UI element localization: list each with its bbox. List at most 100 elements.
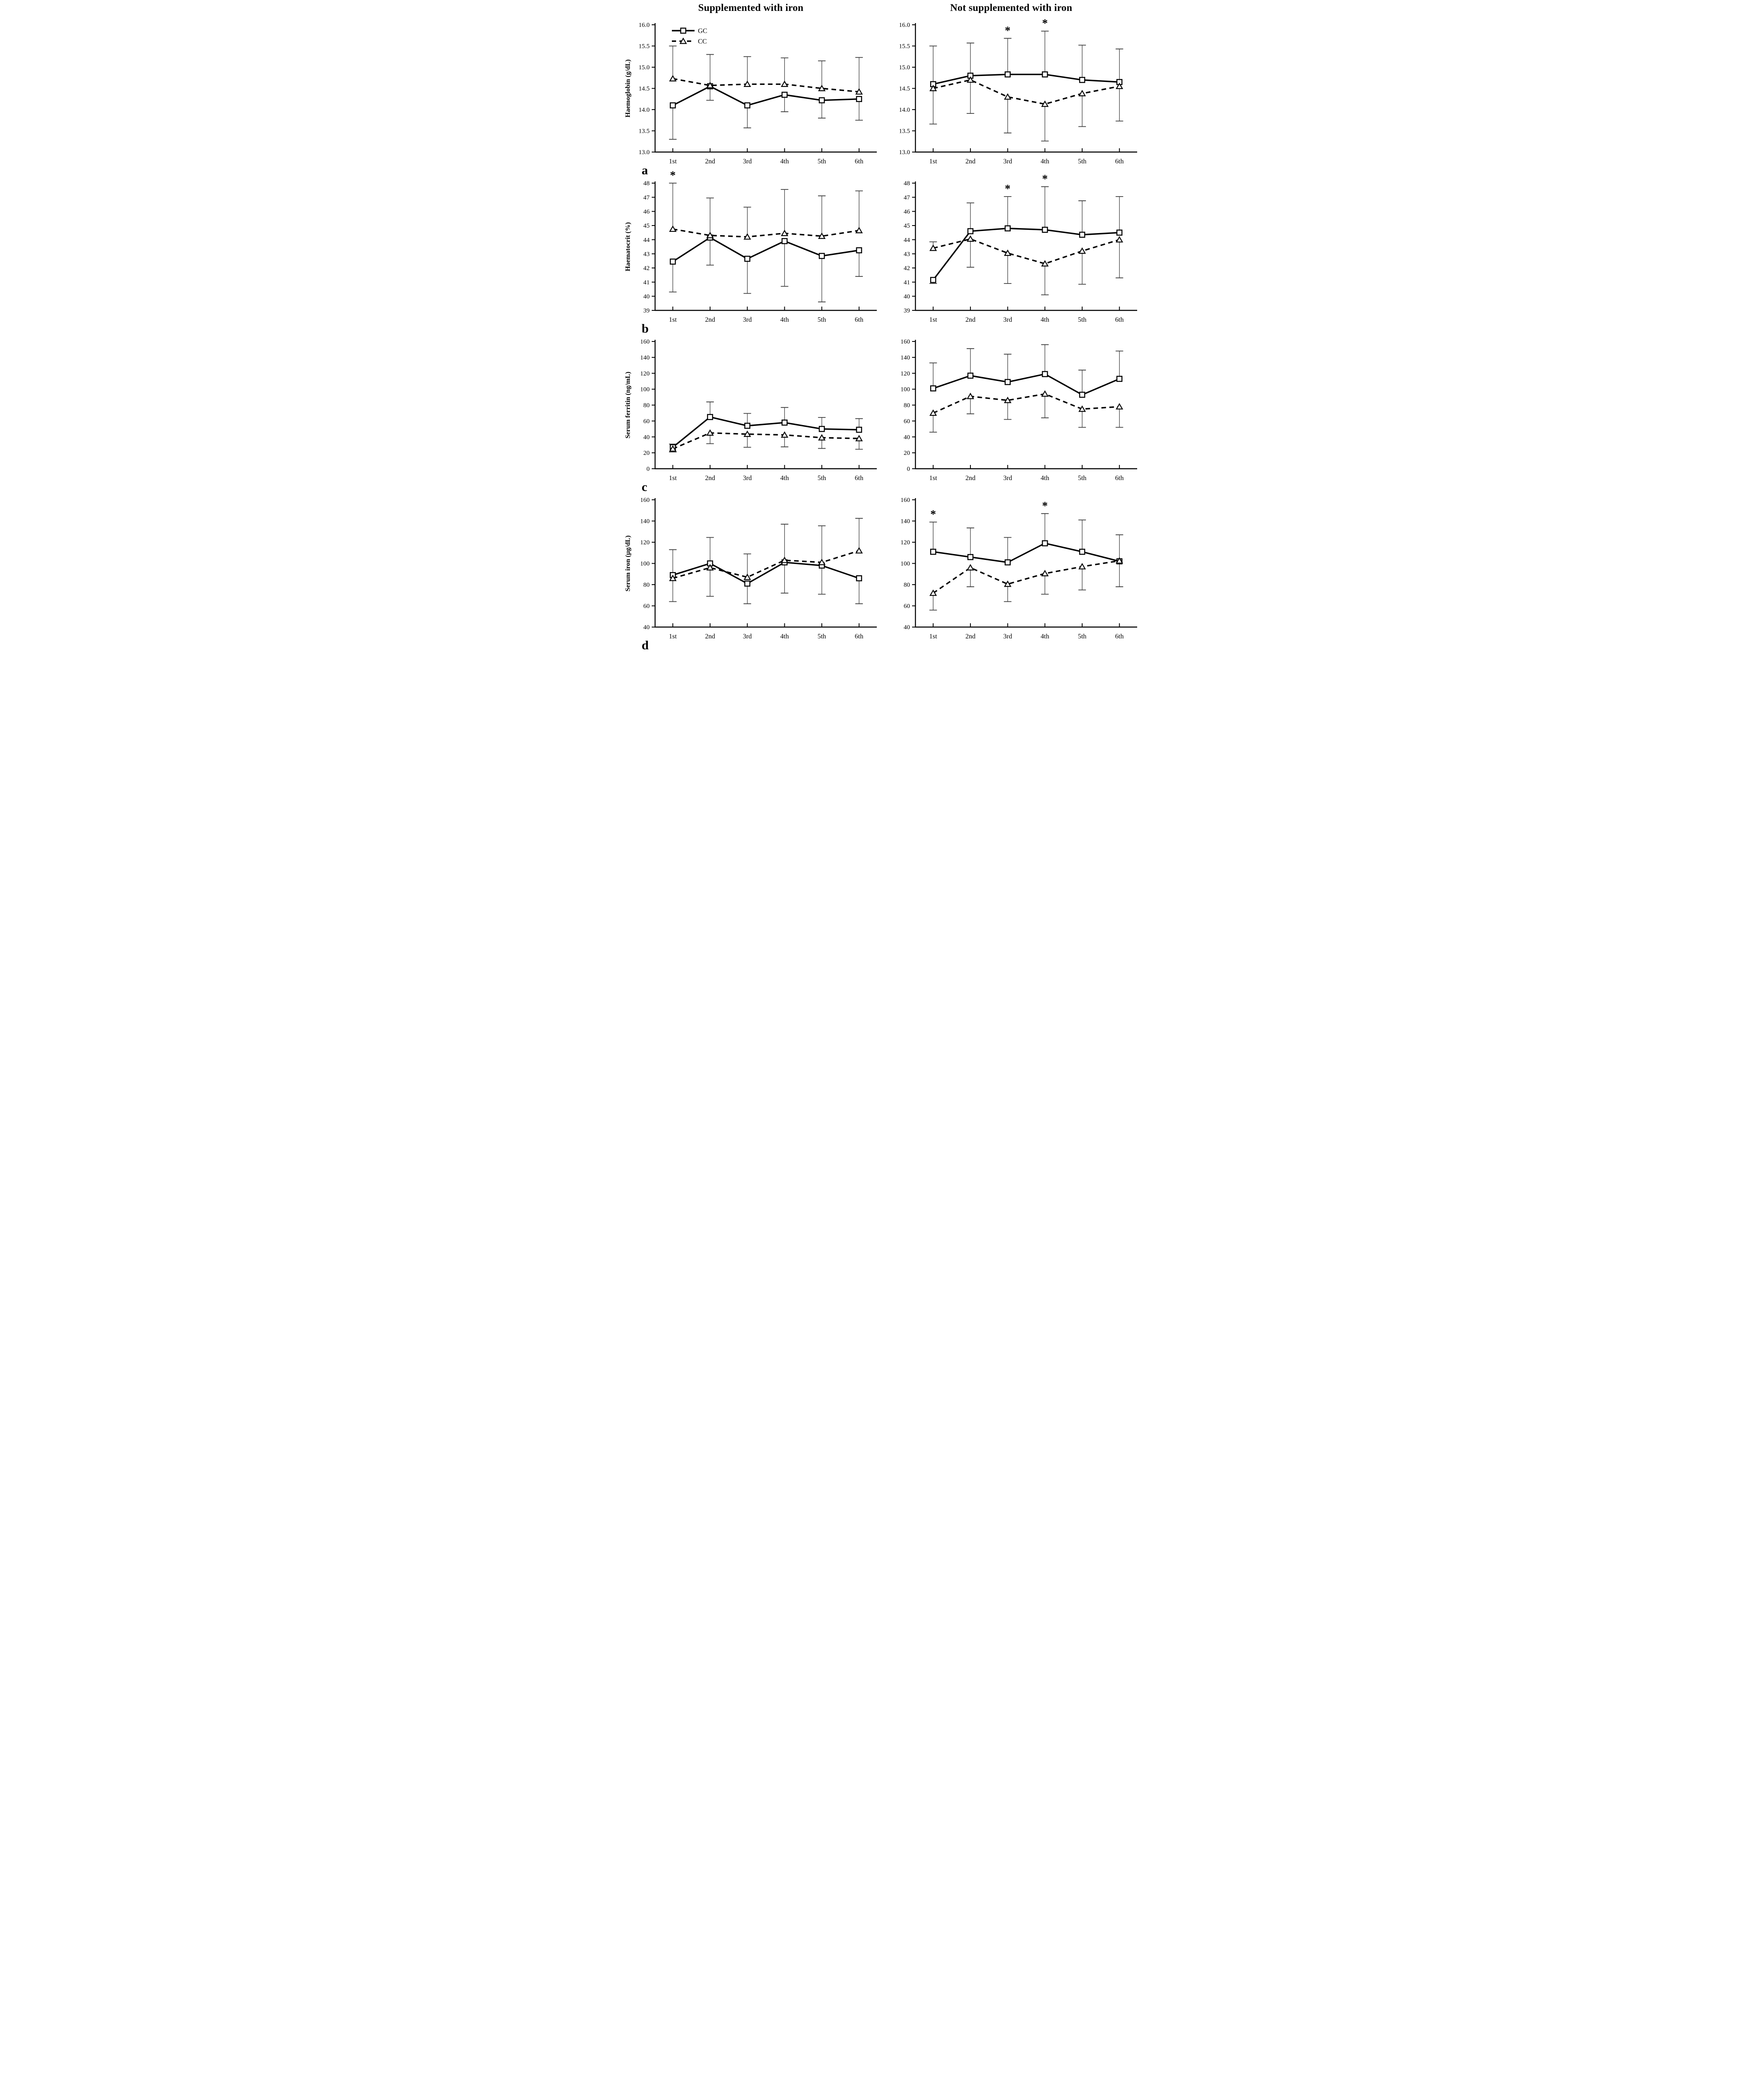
- y-tick-label: 60: [904, 603, 910, 610]
- x-tick-label: 6th: [855, 158, 863, 165]
- x-tick-label: 5th: [1078, 316, 1086, 323]
- x-tick-label: 1st: [669, 316, 677, 323]
- y-axis-label: Haematocrit (%): [624, 222, 632, 271]
- x-tick-label: 3rd: [1003, 158, 1012, 165]
- series-cc-line: [933, 79, 1120, 105]
- x-tick-label: 6th: [1115, 316, 1124, 323]
- x-tick-label: 6th: [1115, 158, 1124, 165]
- axes-spines: [915, 181, 1137, 311]
- y-tick-label: 48: [643, 180, 650, 187]
- series-gc-line: [672, 85, 859, 106]
- y-tick-label: 41: [904, 279, 910, 286]
- chart-haematocrit-supplemented: 39 40 41 42 43 44 45 46 47 48 1st 2nd 3rd 4th 5th 6th * H…: [621, 169, 881, 336]
- y-tick-label: 60: [904, 418, 910, 425]
- x-tick-label: 2nd: [705, 475, 715, 482]
- y-tick-label: 42: [643, 265, 650, 272]
- error-bars: [929, 344, 1123, 433]
- chart-serum-iron-not-supplemented: 40 60 80 100 120 140 160 1st 2nd 3rd 4th 5th 6th * *: [881, 493, 1141, 651]
- gc-square-marker: [1004, 225, 1011, 231]
- y-tick-label: 45: [904, 223, 910, 229]
- significance-star: *: [1005, 24, 1011, 37]
- y-tick-label: 120: [640, 370, 650, 377]
- gc-square-marker: [1004, 71, 1011, 78]
- panel-letter: b: [642, 322, 649, 336]
- cc-triangle-marker: [1078, 405, 1086, 412]
- error-bars: [669, 183, 863, 302]
- axes-spines: [654, 23, 877, 153]
- y-axis-label: Haemoglobin (g/dL): [624, 59, 632, 117]
- gc-square-marker: [1042, 371, 1048, 377]
- x-tick-label: 6th: [855, 475, 863, 482]
- error-bars: [669, 518, 863, 604]
- cc-triangle-marker: [929, 244, 937, 251]
- y-tick-label: 40: [904, 293, 910, 300]
- y-tick-label: 44: [904, 237, 910, 244]
- gc-square-marker: [1116, 229, 1122, 236]
- y-tick-label: 160: [640, 339, 650, 345]
- x-tick-label: 1st: [929, 316, 937, 323]
- cc-triangle-marker: [818, 434, 826, 441]
- series-cc-markers: [929, 390, 1123, 416]
- y-tick-label: 40: [643, 624, 650, 631]
- cc-triangle-marker: [855, 88, 863, 95]
- y-tick-label: 13.0: [639, 149, 650, 156]
- cc-triangle-marker: [818, 232, 826, 239]
- x-axis: 1st 2nd 3rd 4th 5th 6th: [669, 623, 863, 640]
- gc-square-marker: [1079, 549, 1086, 555]
- chart-haematocrit-not-supplemented: 39 40 41 42 43 44 45 46 47 48 1st 2nd 3rd 4th 5th 6th * *: [881, 172, 1141, 335]
- x-tick-label: 4th: [1041, 316, 1049, 323]
- y-tick-label: 60: [643, 418, 650, 425]
- gc-square-marker: [1079, 77, 1086, 83]
- x-tick-label: 3rd: [1003, 316, 1012, 323]
- cc-triangle-marker: [1115, 236, 1123, 243]
- series-gc-markers: [930, 371, 1122, 398]
- y-tick-label: 120: [901, 370, 910, 377]
- x-tick-label: 3rd: [743, 158, 752, 165]
- y-tick-label: 46: [643, 208, 650, 215]
- gc-square-marker: [744, 102, 750, 109]
- significance-star: *: [670, 169, 676, 181]
- y-tick-label: 140: [901, 354, 910, 361]
- series-cc-markers: [669, 225, 863, 240]
- column-title-not-supplemented: Not supplemented with iron: [950, 3, 1072, 13]
- y-tick-label: 16.0: [639, 22, 650, 29]
- y-tick-label: 80: [904, 582, 910, 588]
- gc-square-marker: [967, 554, 974, 560]
- gc-square-marker: [818, 253, 825, 259]
- significance-star: *: [930, 508, 936, 520]
- x-tick-label: 3rd: [1003, 475, 1012, 482]
- panel-letter: a: [642, 163, 648, 177]
- x-tick-label: 2nd: [965, 316, 975, 323]
- cc-triangle-marker: [1078, 89, 1086, 97]
- y-tick-label: 80: [904, 402, 910, 409]
- gc-square-marker: [856, 247, 862, 254]
- series-cc-markers: [669, 75, 863, 95]
- y-tick-label: 40: [643, 293, 650, 300]
- cc-triangle-marker: [1115, 403, 1123, 410]
- cc-triangle-marker: [743, 233, 751, 240]
- cc-triangle-marker: [967, 235, 974, 242]
- cc-triangle-marker: [781, 229, 789, 236]
- x-tick-label: 4th: [780, 158, 789, 165]
- y-tick-label: 47: [643, 194, 650, 201]
- x-tick-label: 6th: [855, 316, 863, 323]
- significance-star: *: [1042, 499, 1048, 512]
- y-tick-label: 80: [643, 582, 650, 588]
- y-tick-label: 40: [904, 624, 910, 631]
- gc-square-marker: [744, 423, 750, 429]
- gc-square-marker: [1042, 71, 1048, 78]
- x-tick-label: 2nd: [705, 158, 715, 165]
- x-tick-label: 4th: [780, 316, 789, 323]
- cc-triangle-marker: [669, 445, 677, 452]
- series-gc-line: [672, 236, 860, 262]
- x-tick-label: 4th: [1041, 158, 1049, 165]
- y-tick-label: 14.5: [899, 86, 910, 92]
- cc-triangle-marker: [1041, 390, 1049, 397]
- y-tick-label: 39: [904, 307, 910, 314]
- series-gc-markers: [670, 83, 862, 109]
- y-axis: 40 60 80 100 120 140 160: [640, 497, 655, 631]
- y-tick-label: 140: [640, 518, 650, 525]
- gc-square-marker: [856, 575, 862, 582]
- y-tick-label: 20: [643, 450, 650, 457]
- error-bars: [669, 45, 863, 140]
